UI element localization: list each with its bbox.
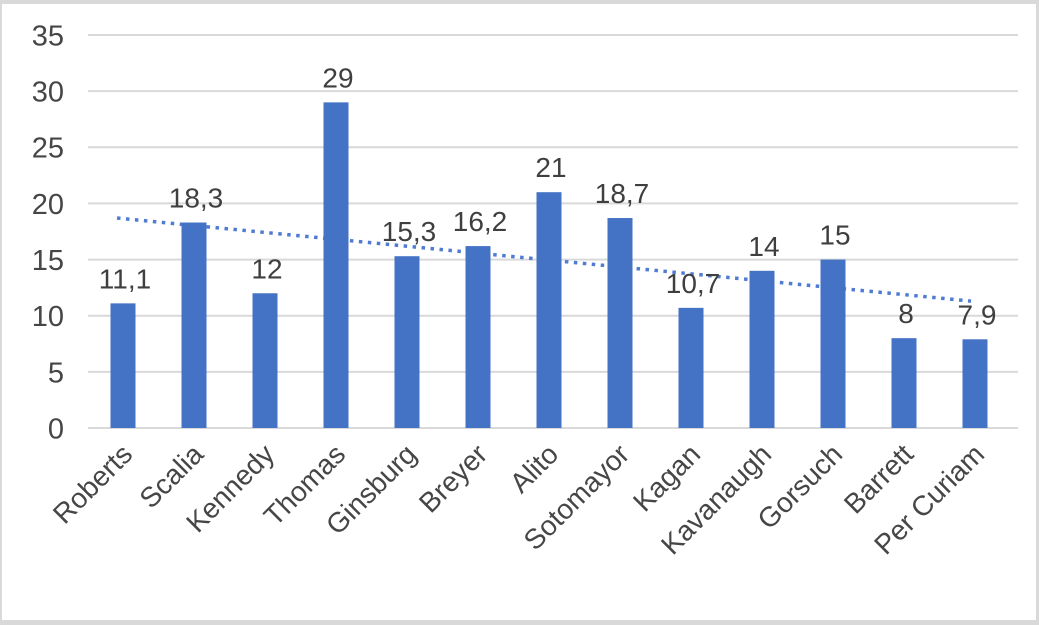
y-tick-label: 30 bbox=[32, 77, 64, 109]
bar-kagan bbox=[678, 307, 704, 428]
bar-scalia bbox=[181, 222, 207, 428]
x-category-label: Roberts bbox=[47, 438, 138, 529]
bar-kavanaugh bbox=[749, 270, 775, 428]
data-label: 18,3 bbox=[169, 183, 224, 214]
data-label: 16,2 bbox=[453, 206, 508, 237]
data-label: 8 bbox=[898, 298, 914, 329]
y-tick-label: 20 bbox=[32, 189, 64, 221]
bar-chart: 0510152025303511,1Roberts18,3Scalia12Ken… bbox=[32, 20, 1018, 560]
y-tick-label: 10 bbox=[32, 301, 64, 333]
bar-thomas bbox=[323, 102, 349, 428]
data-label: 18,7 bbox=[595, 178, 650, 209]
data-label: 21 bbox=[535, 152, 566, 183]
bar-barrett bbox=[891, 338, 917, 428]
bar-sotomayor bbox=[607, 218, 633, 428]
bar-roberts bbox=[110, 303, 136, 428]
y-tick-label: 25 bbox=[32, 133, 64, 165]
bar-ginsburg bbox=[394, 256, 420, 428]
y-tick-label: 15 bbox=[32, 245, 64, 277]
bar-kennedy bbox=[252, 293, 278, 428]
data-label: 14 bbox=[748, 231, 779, 262]
y-tick-label: 0 bbox=[48, 413, 64, 445]
data-label: 15 bbox=[819, 220, 850, 251]
data-label: 12 bbox=[251, 253, 282, 284]
y-tick-label: 35 bbox=[32, 20, 64, 52]
data-label: 15,3 bbox=[382, 216, 437, 247]
x-category-label: Breyer bbox=[413, 438, 493, 518]
bar-alito bbox=[536, 192, 562, 428]
data-label: 7,9 bbox=[958, 299, 997, 330]
bar-per-curiam bbox=[962, 339, 988, 428]
data-label: 29 bbox=[322, 62, 353, 93]
x-category-label: Alito bbox=[504, 438, 564, 498]
data-label: 11,1 bbox=[99, 263, 151, 294]
data-label: 10,7 bbox=[666, 268, 721, 299]
y-tick-label: 5 bbox=[48, 357, 64, 389]
bar-gorsuch bbox=[820, 259, 846, 428]
bar-breyer bbox=[465, 246, 491, 428]
